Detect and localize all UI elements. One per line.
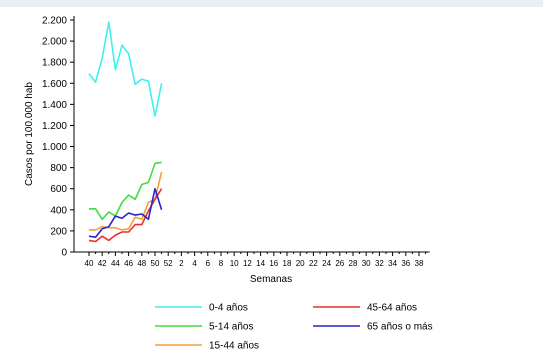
x-tick-label: 12 (243, 259, 252, 268)
x-tick-label: 38 (415, 259, 424, 268)
y-axis-title: Casos por 100.000 hab (24, 82, 35, 186)
x-tick-label: 6 (206, 259, 211, 268)
top-band (0, 0, 543, 7)
y-tick-label: 200 (50, 226, 67, 237)
legend-label: 0-4 años (209, 303, 248, 314)
y-tick-label: 2.000 (42, 37, 67, 48)
y-tick-label: 1.800 (42, 58, 67, 69)
x-axis-title: Semanas (250, 274, 292, 285)
x-tick-label: 10 (230, 259, 239, 268)
x-tick-label: 18 (283, 259, 292, 268)
y-tick-label: 2.200 (42, 16, 67, 27)
x-tick-label: 32 (375, 259, 384, 268)
x-tick-label: 36 (401, 259, 410, 268)
x-tick-label: 42 (98, 259, 107, 268)
series-line-1 (88, 21, 163, 117)
y-tick-label: 600 (50, 184, 67, 195)
x-tick-label: 20 (296, 259, 305, 268)
legend: 0-4 años 5-14 años 15-44 años 45-64 años 65 … (155, 303, 433, 352)
x-tick-label: 50 (151, 259, 160, 268)
x-tick-label: 46 (124, 259, 133, 268)
y-tick-label: 400 (50, 205, 67, 216)
axes: 0 200 400 600 800 1.000 1.200 1.400 1.600 1.800 2.… (42, 16, 430, 268)
x-tick-label: 14 (256, 259, 265, 268)
legend-label: 65 años o más (367, 322, 433, 333)
series-line-4 (88, 188, 163, 243)
x-tick-label: 16 (269, 259, 278, 268)
legend-label: 5-14 años (209, 322, 253, 333)
y-tick-label: 800 (50, 163, 67, 174)
y-tick-label: 1.600 (42, 79, 67, 90)
series-line-3 (89, 171, 163, 231)
x-tick-label: 30 (362, 259, 371, 268)
y-tick-label: 0 (61, 248, 67, 259)
x-tick-label: 4 (192, 259, 197, 268)
x-tick-label: 8 (219, 259, 224, 268)
series-line-5 (88, 187, 163, 238)
x-tick-label: 44 (111, 259, 120, 268)
x-tick-label: 34 (388, 259, 397, 268)
y-tick-label: 1.400 (42, 100, 67, 111)
x-tick-label: 22 (309, 259, 318, 268)
x-tick-label: 40 (85, 259, 94, 268)
y-tick-label: 1.200 (42, 121, 67, 132)
x-tick-label: 2 (179, 259, 184, 268)
x-tick-label: 52 (164, 259, 173, 268)
x-tick-label: 48 (137, 259, 146, 268)
series-layer (88, 21, 163, 243)
x-tick-label: 28 (349, 259, 358, 268)
series-line-2 (89, 161, 162, 221)
x-tick-label: 24 (322, 259, 331, 268)
x-tick-label: 26 (335, 259, 344, 268)
legend-label: 15-44 años (209, 341, 259, 352)
y-tick-label: 1.000 (42, 142, 67, 153)
legend-label: 45-64 años (367, 303, 417, 314)
